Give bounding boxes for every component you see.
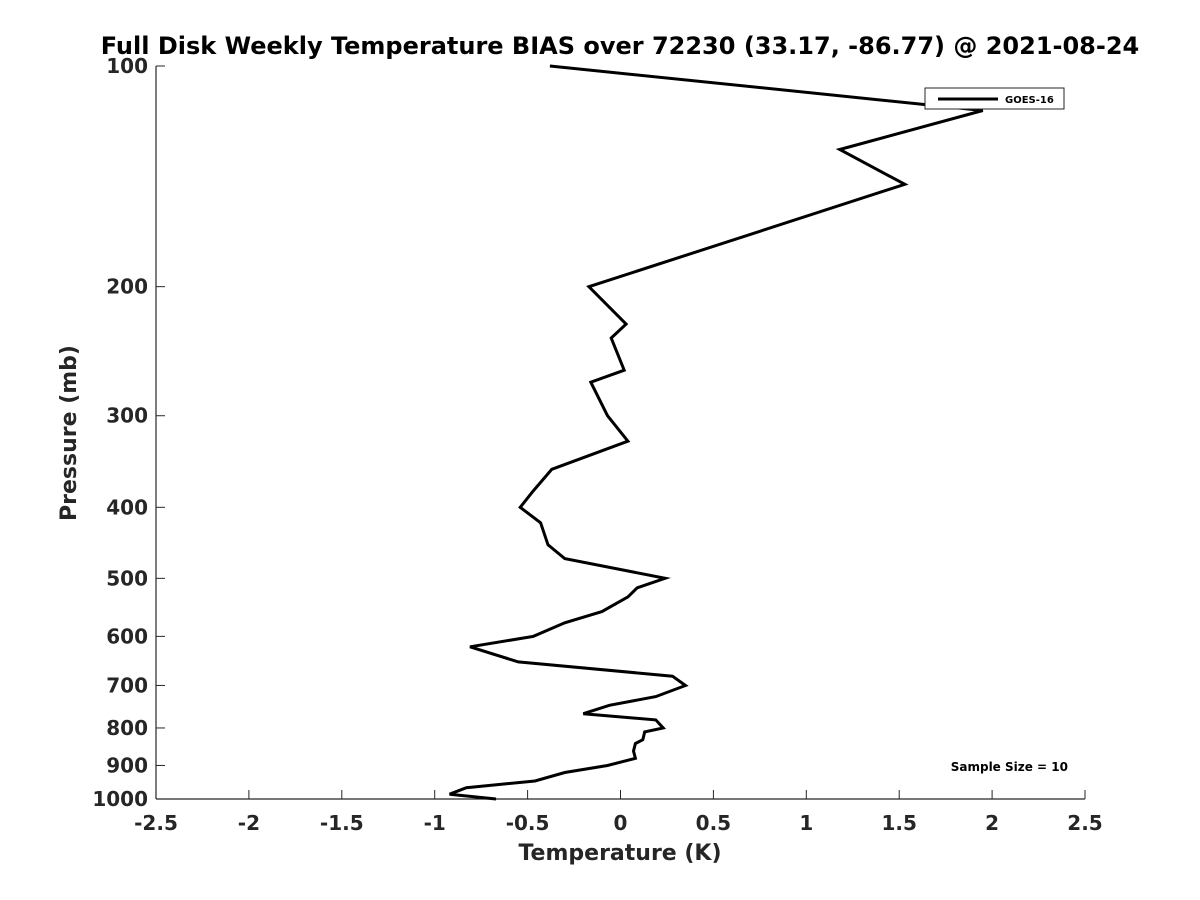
series-line-goes-16 — [449, 64, 984, 801]
x-tick-label: 0.5 — [696, 811, 731, 835]
y-axis-label: Pressure (mb) — [57, 345, 82, 521]
x-tick-label: 0 — [614, 811, 628, 835]
x-tick-label: 1.5 — [881, 811, 916, 835]
chart-title: Full Disk Weekly Temperature BIAS over 7… — [101, 32, 1140, 60]
x-tick-label: 1 — [799, 811, 813, 835]
x-tick-label: -2.5 — [134, 811, 178, 835]
legend-label-goes-16: GOES-16 — [1005, 95, 1054, 106]
x-ticks: -2.5 -2 -1.5 -1 -0.5 0 0.5 1 1.5 2 2.5 — [134, 790, 1103, 835]
x-tick-label: 2 — [985, 811, 999, 835]
y-tick-label: 200 — [106, 275, 148, 299]
y-tick-label: 100 — [106, 54, 148, 78]
y-tick-label: 600 — [106, 624, 148, 648]
x-tick-label: 2.5 — [1067, 811, 1102, 835]
y-tick-label: 900 — [106, 753, 148, 777]
y-tick-label: 800 — [106, 716, 148, 740]
x-tick-label: -0.5 — [506, 811, 550, 835]
y-tick-label: 500 — [106, 566, 148, 590]
legend: GOES-16 — [924, 87, 1065, 110]
y-tick-label: 700 — [106, 673, 148, 697]
x-tick-label: -1 — [424, 811, 446, 835]
y-ticks: 100 200 300 400 500 600 700 800 900 1000 — [92, 54, 165, 811]
y-tick-label: 300 — [106, 404, 148, 428]
sample-size-note: Sample Size = 10 — [951, 760, 1068, 774]
y-tick-label: 1000 — [92, 787, 148, 811]
x-tick-label: -2 — [238, 811, 260, 835]
y-tick-label: 400 — [106, 495, 148, 519]
x-axis-label: Temperature (K) — [518, 841, 721, 866]
x-tick-label: -1.5 — [320, 811, 364, 835]
series-group — [449, 64, 984, 801]
